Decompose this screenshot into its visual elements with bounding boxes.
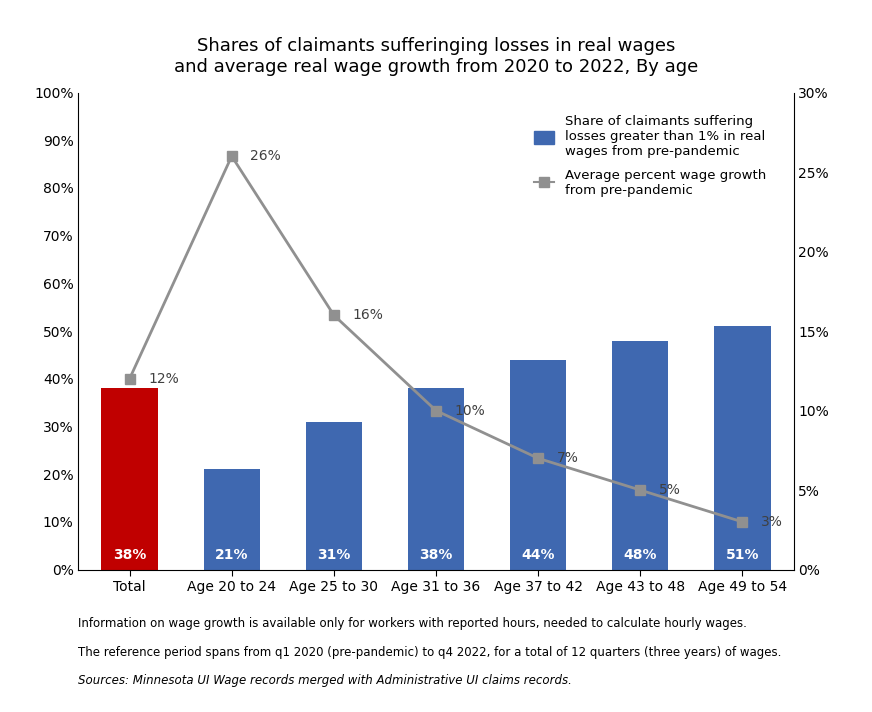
Text: 26%: 26% [250, 150, 281, 163]
Text: 44%: 44% [521, 548, 555, 562]
Text: The reference period spans from q1 2020 (pre-pandemic) to q4 2022, for a total o: The reference period spans from q1 2020 … [78, 646, 782, 659]
Text: 31%: 31% [317, 548, 351, 562]
Text: 3%: 3% [761, 515, 783, 529]
Text: 38%: 38% [419, 548, 453, 562]
Text: 51%: 51% [726, 548, 760, 562]
Text: 16%: 16% [352, 308, 383, 322]
Bar [101, 388, 158, 570]
Bar [612, 340, 668, 570]
Title: Shares of claimants sufferinging losses in real wages
and average real wage grow: Shares of claimants sufferinging losses … [174, 37, 698, 75]
Text: 12%: 12% [148, 372, 179, 386]
Bar [203, 469, 260, 570]
Text: 48%: 48% [623, 548, 657, 562]
Text: Sources: Minnesota UI Wage records merged with Administrative UI claims records.: Sources: Minnesota UI Wage records merge… [78, 674, 572, 687]
Text: 21%: 21% [215, 548, 249, 562]
Text: 38%: 38% [112, 548, 146, 562]
Bar [510, 360, 566, 570]
Text: Information on wage growth is available only for workers with reported hours, ne: Information on wage growth is available … [78, 617, 747, 630]
Bar [408, 388, 464, 570]
Text: 5%: 5% [658, 483, 680, 497]
Bar [714, 326, 771, 570]
Text: 10%: 10% [454, 404, 485, 417]
Bar [306, 422, 362, 570]
Legend: Share of claimants suffering
losses greater than 1% in real
wages from pre-pande: Share of claimants suffering losses grea… [528, 109, 773, 204]
Text: 7%: 7% [556, 451, 578, 465]
